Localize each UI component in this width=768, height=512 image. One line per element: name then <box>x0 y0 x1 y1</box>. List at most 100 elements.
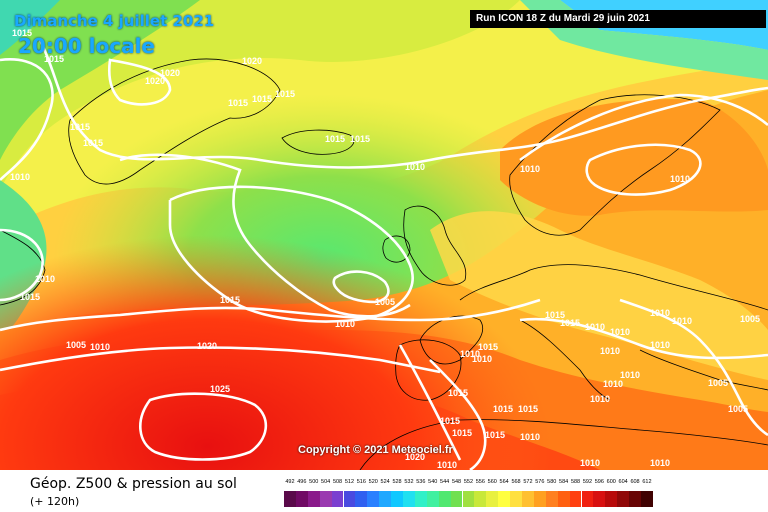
isobar-value-label: 1005 <box>728 404 748 414</box>
scale-swatch <box>605 491 618 507</box>
isobar-1015-north <box>38 39 768 169</box>
scale-tick: 536 <box>416 479 426 485</box>
copyright: Copyright © 2021 Meteociel.fr <box>298 444 453 456</box>
isobar-value-label: 1015 <box>70 122 90 132</box>
scale-tick: 548 <box>451 479 462 485</box>
scale-tick: 596 <box>594 479 604 485</box>
scale-tick: 576 <box>535 479 545 485</box>
isobar-value-label: 1010 <box>520 164 540 174</box>
scale-swatch <box>498 491 511 507</box>
africa-coast <box>359 419 768 470</box>
isobar-1010-baltic <box>519 93 768 162</box>
isobar-value-label: 1015 <box>12 28 32 38</box>
isobar-value-label: 1010 <box>603 379 623 389</box>
isobar-value-label: 1020 <box>160 68 180 78</box>
isobar-value-label: 1005 <box>708 378 728 388</box>
scale-swatch <box>284 491 296 507</box>
scale-swatch <box>319 491 332 507</box>
isobar-value-label: 1010 <box>437 460 457 470</box>
scale-swatch <box>379 491 392 507</box>
scale-tick: 584 <box>559 479 569 485</box>
isobar-value-label: 1010 <box>600 346 620 356</box>
scale-tick: 532 <box>404 479 414 485</box>
scale-tick: 560 <box>487 479 497 485</box>
ireland-coast <box>382 235 411 263</box>
scale-tick: 508 <box>332 479 343 485</box>
scale-swatch <box>522 491 534 507</box>
scale-tick: 604 <box>618 479 628 485</box>
isobar-value-label: 1015 <box>20 292 40 302</box>
legend-subtitle: (+ 120h) <box>30 495 80 508</box>
isobar-value-label: 1015 <box>252 94 272 104</box>
isobar-value-label: 1010 <box>405 162 425 172</box>
isobar-value-label: 1015 <box>448 388 468 398</box>
isobar-value-label: 1015 <box>518 404 538 414</box>
scale-tick: 588 <box>570 479 581 485</box>
scale-swatch <box>355 491 368 507</box>
isobar-value-label: 1015 <box>44 54 64 64</box>
scale-swatch <box>581 491 594 507</box>
canada-coast <box>0 229 46 306</box>
isobar-value-label: 1015 <box>350 134 370 144</box>
isobar-value-label: 1010 <box>472 354 492 364</box>
scale-swatch <box>569 491 582 507</box>
scale-tick: 512 <box>344 479 355 485</box>
isobars <box>0 39 768 470</box>
scale-tick: 564 <box>499 479 509 485</box>
isobar-1010-west <box>0 228 44 302</box>
scale-swatch <box>403 491 415 507</box>
isobar-1010-loop <box>119 153 411 318</box>
scale-tick: 520 <box>368 479 378 485</box>
isobar-value-label: 1015 <box>440 416 460 426</box>
isobar-value-label: 1015 <box>275 89 295 99</box>
isobar-value-label: 1010 <box>520 432 540 442</box>
scale-swatch <box>545 491 558 507</box>
isobar-1020-north <box>108 58 172 106</box>
british-isles-coast <box>403 205 467 286</box>
isobar-1020-atlantic <box>0 346 441 374</box>
isobar-value-label: 1010 <box>90 342 110 352</box>
isobar-value-label: 1015 <box>83 138 103 148</box>
legend-title: Géop. Z500 & pression au sol <box>30 476 237 492</box>
isobar-value-label: 1005 <box>66 340 86 350</box>
isobar-value-label: 1015 <box>325 134 345 144</box>
scale-tick: 552 <box>463 479 474 485</box>
scale-tick: 608 <box>630 479 640 485</box>
isobar-value-label: 1010 <box>672 316 692 326</box>
isobar-value-label: 1015 <box>478 342 498 352</box>
isobar-value-label: 1010 <box>650 340 670 350</box>
scale-swatch <box>629 491 641 507</box>
isobar-value-label: 1010 <box>590 394 610 404</box>
isobar-value-label: 1015 <box>545 310 565 320</box>
isobar-value-label: 1005 <box>740 314 760 324</box>
forecast-time: 20:00 locale <box>18 34 155 58</box>
isobar-value-label: 1010 <box>335 319 355 329</box>
isobar-value-label: 1015 <box>493 404 513 414</box>
isobar-value-label: 1010 <box>585 322 605 332</box>
band-europe-yellow <box>430 211 768 380</box>
scale-tick: 572 <box>523 479 533 485</box>
iceland-coast <box>281 129 355 155</box>
scale-swatch <box>557 491 570 507</box>
isobar-value-label: 1020 <box>242 56 262 66</box>
isobar-value-label: 1015 <box>228 98 248 108</box>
scale-swatch <box>295 491 308 507</box>
scale-tick: 516 <box>356 479 366 485</box>
scale-tick: 500 <box>309 479 319 485</box>
isobar-value-label: 1010 <box>10 172 30 182</box>
isobar-value-label: 1010 <box>580 458 600 468</box>
coastlines <box>0 58 768 470</box>
scale-swatch <box>641 491 653 507</box>
scale-swatch <box>462 491 475 507</box>
isobar-1010-europe <box>519 317 768 360</box>
scale-tick: 612 <box>642 479 652 485</box>
scale-tick: 580 <box>547 479 557 485</box>
run-info: Run ICON 18 Z du Mardi 29 juin 2021 <box>470 10 766 28</box>
scale-tick: 592 <box>582 479 593 485</box>
isobar-1005-low <box>332 270 390 304</box>
forecast-date: Dimanche 4 juillet 2021 <box>14 12 215 30</box>
scale-tick: 504 <box>321 479 331 485</box>
isobar-1010-iberia <box>398 344 462 461</box>
